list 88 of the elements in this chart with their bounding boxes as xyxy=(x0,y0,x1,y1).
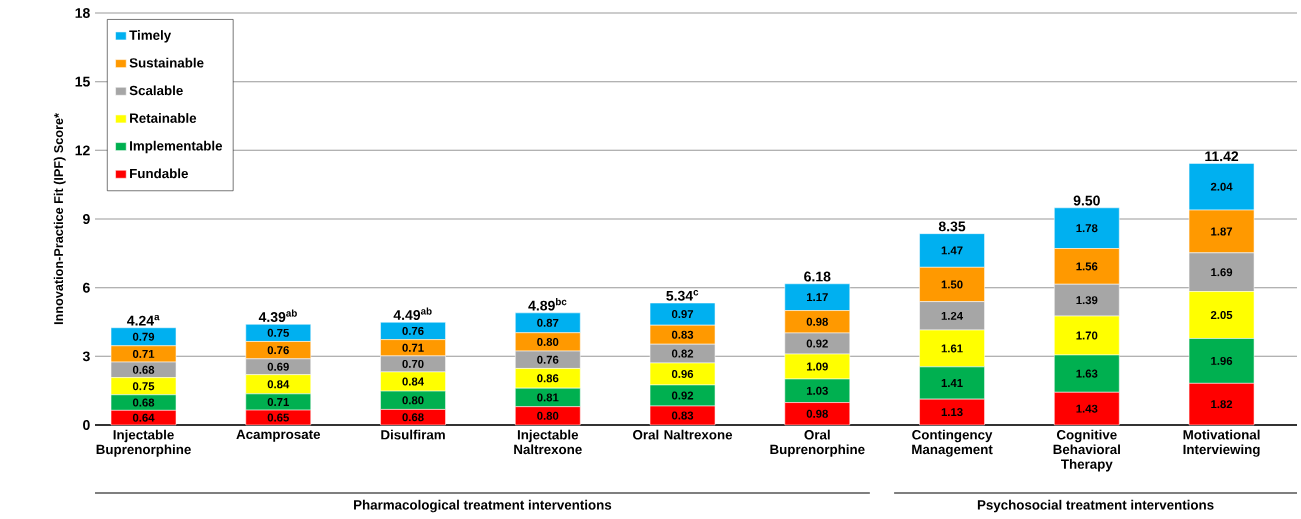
data-label: 1.17 xyxy=(806,293,828,302)
data-label: 0.76 xyxy=(537,355,559,364)
data-label: 2.05 xyxy=(1210,311,1233,320)
total-label: 4.49$^{ab}$ xyxy=(393,307,432,320)
total-label: 9.50 xyxy=(1073,195,1100,206)
x-tick-label: Motivational Interviewing xyxy=(1183,429,1260,457)
legend-label: Timely xyxy=(129,30,172,43)
data-label: 0.98 xyxy=(806,409,828,418)
total-label: 4.39$^{ab}$ xyxy=(258,309,297,323)
x-tick-label: Contingency Management xyxy=(912,429,993,457)
data-label: 0.76 xyxy=(267,346,289,355)
y-tick-label: 12 xyxy=(75,145,90,156)
x-tick-label: Oral Naltrexone xyxy=(633,429,733,440)
data-label: 0.81 xyxy=(537,393,559,402)
data-label: 0.69 xyxy=(267,362,289,371)
total-label: 6.18 xyxy=(804,271,831,282)
data-label: 0.80 xyxy=(402,396,424,405)
legend-label: Sustainable xyxy=(129,57,204,68)
x-tick-label: Injectable Naltrexone xyxy=(514,429,582,455)
y-tick-label: 9 xyxy=(82,214,90,224)
data-label: 1.56 xyxy=(1076,262,1098,271)
y-axis-title: Innovation-Practice Fit (IPF) Score* xyxy=(53,113,66,325)
data-label: 1.63 xyxy=(1076,369,1098,378)
data-label: 1.70 xyxy=(1076,331,1098,340)
legend-label: Scalable xyxy=(129,85,183,96)
data-label: 0.92 xyxy=(806,339,828,348)
y-tick-label: 18 xyxy=(75,8,90,18)
data-label: 1.03 xyxy=(806,386,828,395)
data-label: 0.75 xyxy=(132,382,155,391)
data-label: 1.43 xyxy=(1076,404,1098,413)
data-label: 1.87 xyxy=(1211,227,1233,236)
data-label: 2.04 xyxy=(1210,182,1233,191)
data-label: 0.68 xyxy=(132,365,155,374)
data-label: 0.97 xyxy=(671,310,694,319)
y-tick-label: 6 xyxy=(83,282,90,293)
y-tick-label: 0 xyxy=(83,420,90,430)
data-label: 0.87 xyxy=(537,318,559,327)
data-label: 0.71 xyxy=(132,349,155,358)
y-tick-label: 3 xyxy=(82,351,90,362)
data-label: 0.96 xyxy=(671,369,694,378)
data-label: 0.84 xyxy=(267,380,290,389)
data-label: 0.86 xyxy=(537,374,559,383)
data-label: 1.13 xyxy=(941,408,963,417)
legend-label: Implementable xyxy=(130,140,223,154)
text: Psychosocial treatment interventions xyxy=(977,499,1214,513)
x-tick-label: Cognitive Behavioral Therapy xyxy=(1053,429,1120,472)
legend-label: Retainable xyxy=(130,113,197,123)
y-tick-label: 15 xyxy=(75,76,90,87)
data-label: 0.71 xyxy=(402,343,424,352)
total-label: 5.34$^{c}$ xyxy=(666,290,699,301)
total-label: 4.24$^{a}$ xyxy=(127,314,160,326)
data-label: 1.61 xyxy=(941,344,963,353)
data-label: 0.92 xyxy=(671,391,694,400)
x-tick-label: Disulfiram xyxy=(381,429,445,440)
data-label: 0.64 xyxy=(132,413,155,422)
data-label: 0.70 xyxy=(402,359,424,368)
data-label: 1.82 xyxy=(1211,400,1233,409)
x-tick-label: Acamprosate xyxy=(236,429,321,442)
data-label: 1.41 xyxy=(941,379,963,387)
data-label: 1.24 xyxy=(941,311,964,320)
data-label: 1.78 xyxy=(1076,224,1098,233)
text: Pharmacological treatment interventions xyxy=(354,499,612,513)
data-label: 1.47 xyxy=(941,246,963,255)
data-label: 0.68 xyxy=(132,398,155,407)
total-label: 4.89$^{bc}$ xyxy=(528,298,567,311)
legend-label: Fundable xyxy=(130,168,188,179)
data-label: 1.96 xyxy=(1211,356,1233,365)
data-label: 0.79 xyxy=(132,332,155,341)
data-label: 0.76 xyxy=(402,326,424,335)
data-label: 0.84 xyxy=(402,377,424,386)
data-label: 0.65 xyxy=(267,413,289,422)
data-label: 0.82 xyxy=(671,349,694,358)
data-label: 1.50 xyxy=(941,280,963,289)
data-label: 0.80 xyxy=(537,411,559,420)
data-label: 0.75 xyxy=(267,328,289,337)
x-tick-label: Injectable Buprenorphine xyxy=(96,429,191,457)
total-label: 11.42 xyxy=(1205,151,1239,162)
data-label: 0.83 xyxy=(671,330,694,339)
data-label: 1.69 xyxy=(1211,268,1233,277)
data-label: 1.09 xyxy=(806,362,828,371)
data-label: 0.83 xyxy=(671,411,694,420)
data-label: 0.80 xyxy=(537,337,559,346)
data-label: 0.71 xyxy=(267,398,289,407)
data-label: 1.39 xyxy=(1076,296,1098,305)
data-label: 0.68 xyxy=(402,413,424,422)
data-label: 0.98 xyxy=(806,317,828,326)
total-label: 8.35 xyxy=(938,221,966,232)
x-tick-label: Oral Buprenorphine xyxy=(770,429,865,457)
